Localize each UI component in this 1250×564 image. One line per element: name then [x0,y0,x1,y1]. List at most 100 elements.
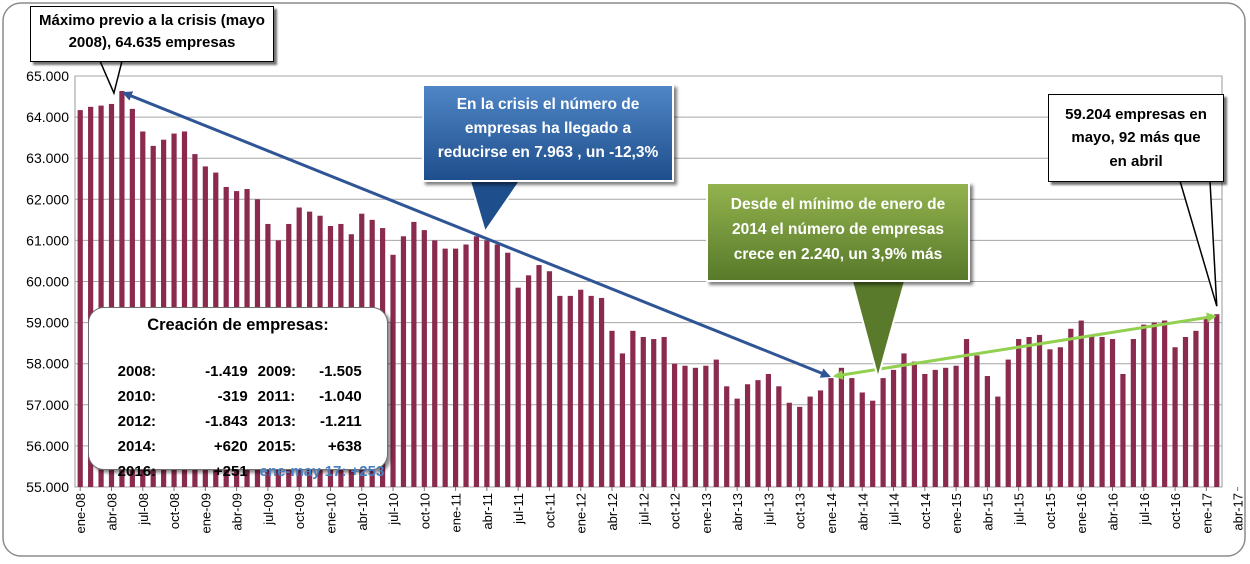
bar [609,330,615,487]
summary-value: +638 [327,438,362,455]
bar [776,386,782,487]
x-tick-label: ene-10 [323,493,338,533]
bar [943,367,949,487]
recovery-callout-line2: 2014 el número de empresas [732,220,944,238]
x-tick-label: ene-09 [198,493,213,533]
bar [452,248,459,487]
x-tick-label: abr-14 [855,493,870,531]
crisis-arrow [122,91,831,378]
bar [807,396,813,487]
bar [797,406,803,487]
axis-layer: 55.000 56.000 57.000 58.000 59.000 60.000 61.0… [26,68,1245,533]
summary-title: Creación de empresas: [147,316,329,334]
bar [1026,336,1032,487]
x-tick-label: abr-11 [480,493,495,530]
bar [432,240,438,487]
x-tick-label: ene-12 [574,493,589,533]
bar [1057,347,1063,487]
x-tick-label: oct-08 [167,493,182,529]
bar [651,339,657,487]
x-tick-label: abr-08 [104,493,119,531]
x-tick-label: abr-12 [605,493,620,531]
bar [1162,320,1168,487]
bar [859,392,865,487]
bar [963,339,970,487]
x-tick-label: ene-17 [1199,493,1214,533]
x-tick-label: ene-13 [699,493,714,533]
bar [411,221,417,487]
bar [1141,324,1147,487]
x-tick-label: jul-11 [511,493,526,525]
y-tick-label: 64.000 [26,109,69,125]
summary-value: -1.843 [205,413,248,430]
recovery-arrow [833,312,1217,380]
bar [1036,334,1043,487]
crisis-callout: En la crisis el número de empresas ha ll… [422,84,674,182]
x-tick-label: ene-16 [1074,493,1089,533]
x-tick-label: jul-13 [761,493,776,526]
summary-value: -319 [217,388,248,405]
x-tick-label: ene-15 [949,493,964,533]
bar [1151,322,1157,487]
bar [442,248,448,487]
summary-row: 2012: -1.843 2013: -1.211 [101,396,362,447]
x-tick-label: abr-09 [230,493,245,531]
bar [1068,328,1074,487]
x-tick-label: jul-10 [386,493,401,526]
summary-highlight: ene-may 17: +253 [259,463,385,480]
bar [765,373,772,487]
bar [870,400,876,487]
y-tick-label: 63.000 [26,150,69,166]
latest-callout-line1: 59.204 empresas en [1065,106,1207,123]
bar [953,365,959,487]
bar [974,355,980,487]
bar [119,91,125,488]
bar [995,396,1001,487]
summary-row: 2016: +251 ene-may 17: +253 [101,446,385,497]
summary-year: 2010: [117,388,157,405]
y-tick-label: 60.000 [26,274,69,290]
x-tick-label: oct-12 [668,493,683,529]
bar [1214,314,1220,487]
crisis-callout-line2: empresas ha llegado a [464,120,632,138]
bar [901,353,907,487]
max-callout: Máximo previo a la crisis (mayo 2008), 6… [30,6,274,62]
bar [849,378,855,487]
bar [911,361,918,487]
bar [557,295,563,487]
bar [640,336,646,487]
x-tick-label: oct-15 [1043,493,1058,529]
x-tick-label: ene-08 [73,493,88,533]
bar [817,390,824,487]
summary-row: 2008: -1.419 2009: -1.505 [101,346,362,397]
bar [1109,339,1116,487]
y-tick-label: 56.000 [26,438,69,454]
recovery-callout-line1: Desde el mínimo de enero de [730,196,946,213]
bar [713,359,719,487]
bar [984,376,990,487]
summary-row: 2014: +620 2015: +638 [101,421,362,472]
summary-year: 2011: [257,388,296,405]
x-tick-label: abr-15 [980,493,995,531]
bar [567,295,573,487]
summary-value: +251 [213,463,248,480]
x-tick-label: ene-11 [449,493,464,533]
bar [1120,373,1126,487]
y-tick-label: 65.000 [26,68,69,84]
bar [922,373,928,487]
summary-value: -1.505 [319,363,362,380]
recovery-callout-line3: crece en 2.240, un 3,9% más [733,245,943,263]
summary-year: 2014: [117,438,157,455]
y-tick-label: 57.000 [26,397,69,413]
bar [1089,334,1095,487]
x-tick-label: abr-17 [1231,493,1246,531]
bar [661,336,667,487]
recovery-callout: Desde el mínimo de enero de 2014 el núme… [706,182,970,282]
x-tick-label: abr-13 [730,493,745,531]
x-tick-label: jul-15 [1012,493,1027,526]
bar [1203,317,1209,487]
bar [724,386,730,487]
bar [484,240,490,487]
summary-year: 2016: [117,463,157,480]
bar [932,369,938,487]
